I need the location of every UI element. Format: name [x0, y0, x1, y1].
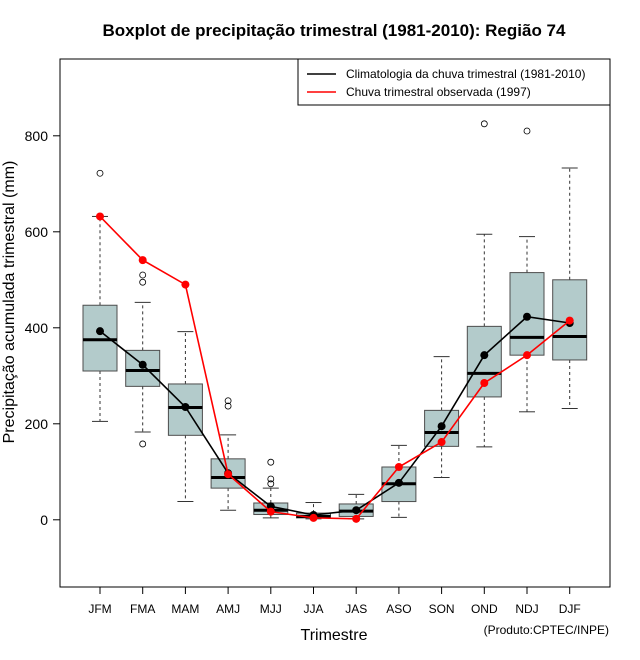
point-observed-son	[437, 438, 446, 447]
y-tick-label: 800	[25, 128, 49, 144]
point-observed-amj	[224, 470, 233, 479]
outlier-point	[523, 127, 531, 135]
legend-label-observed: Chuva trimestral observada (1997)	[346, 85, 531, 99]
chart-title: Boxplot de precipitação trimestral (1981…	[103, 21, 566, 40]
boxplot-mam	[167, 331, 203, 503]
series-observed	[96, 212, 574, 523]
legend: Climatologia da chuva trimestral (1981-2…	[297, 58, 611, 106]
x-tick-label: MJJ	[260, 602, 282, 616]
y-axis-label: Precipitação acumulada trimestral (mm)	[1, 161, 18, 444]
boxplots	[82, 120, 588, 520]
point-climatology-aso	[394, 478, 403, 487]
y-tick-label: 200	[25, 416, 49, 432]
y-tick-label: 400	[25, 320, 49, 336]
y-tick-label: 0	[40, 512, 48, 528]
series-lines	[96, 212, 574, 523]
x-tick-label: NDJ	[515, 602, 538, 616]
point-observed-fma	[138, 256, 147, 265]
boxplot-son	[424, 356, 460, 479]
point-observed-jas	[352, 514, 361, 523]
outlier-point	[224, 402, 232, 410]
x-tick-label: DJF	[559, 602, 581, 616]
point-climatology-son	[437, 422, 446, 431]
point-observed-djf	[565, 316, 574, 325]
x-tick-label: JJA	[303, 602, 323, 616]
point-observed-ond	[480, 379, 489, 387]
point-observed-jja	[309, 513, 318, 522]
series-line-climatology	[99, 315, 570, 516]
point-climatology-mam	[181, 403, 190, 411]
point-observed-aso	[394, 463, 403, 471]
x-tick-label: MAM	[171, 602, 199, 616]
x-tick-label: JFM	[88, 602, 111, 616]
x-axis: JFM FMA MAM AMJ MJJ JJA JAS ASO SON OND NDJ DJF	[88, 586, 581, 616]
boxplot-jfm	[82, 169, 118, 422]
box-iqr	[82, 304, 118, 372]
legend-box	[297, 58, 611, 106]
x-tick-label: FMA	[130, 602, 155, 616]
outlier-point	[480, 120, 488, 128]
product-credit: (Produto:CPTEC/INPE)	[484, 623, 609, 637]
y-axis: 0 200 400 600 800	[25, 128, 61, 528]
outlier-point	[139, 271, 147, 279]
outlier-point	[224, 397, 232, 405]
x-tick-label: SON	[429, 602, 455, 616]
point-climatology-jas	[352, 506, 361, 515]
outlier-point	[267, 458, 275, 466]
point-climatology-fma	[138, 360, 147, 369]
x-tick-label: OND	[471, 602, 498, 616]
x-tick-label: ASO	[386, 602, 411, 616]
outlier-point	[267, 475, 275, 483]
point-climatology-ond	[480, 351, 489, 360]
point-observed-jfm	[96, 212, 104, 221]
y-tick-label: 600	[25, 224, 49, 240]
point-climatology-ndj	[523, 312, 531, 321]
outlier-point	[139, 440, 147, 448]
point-observed-mjj	[266, 507, 275, 516]
outlier-point	[267, 480, 275, 488]
boxplot-ond	[466, 120, 502, 448]
point-observed-ndj	[523, 351, 531, 360]
boxplot-djf	[552, 167, 588, 409]
x-tick-label: JAS	[345, 602, 367, 616]
point-climatology-jfm	[96, 327, 104, 336]
point-observed-mam	[181, 280, 190, 289]
boxplot-fma	[125, 271, 161, 448]
x-axis-label: Trimestre	[301, 627, 368, 644]
boxplot-ndj	[509, 127, 545, 413]
legend-label-climatology: Climatologia da chuva trimestral (1981-2…	[346, 67, 585, 81]
series-line-observed	[99, 215, 571, 520]
series-climatology	[96, 312, 574, 519]
outlier-point	[139, 278, 147, 286]
x-tick-label: AMJ	[216, 602, 240, 616]
outlier-point	[96, 169, 104, 177]
